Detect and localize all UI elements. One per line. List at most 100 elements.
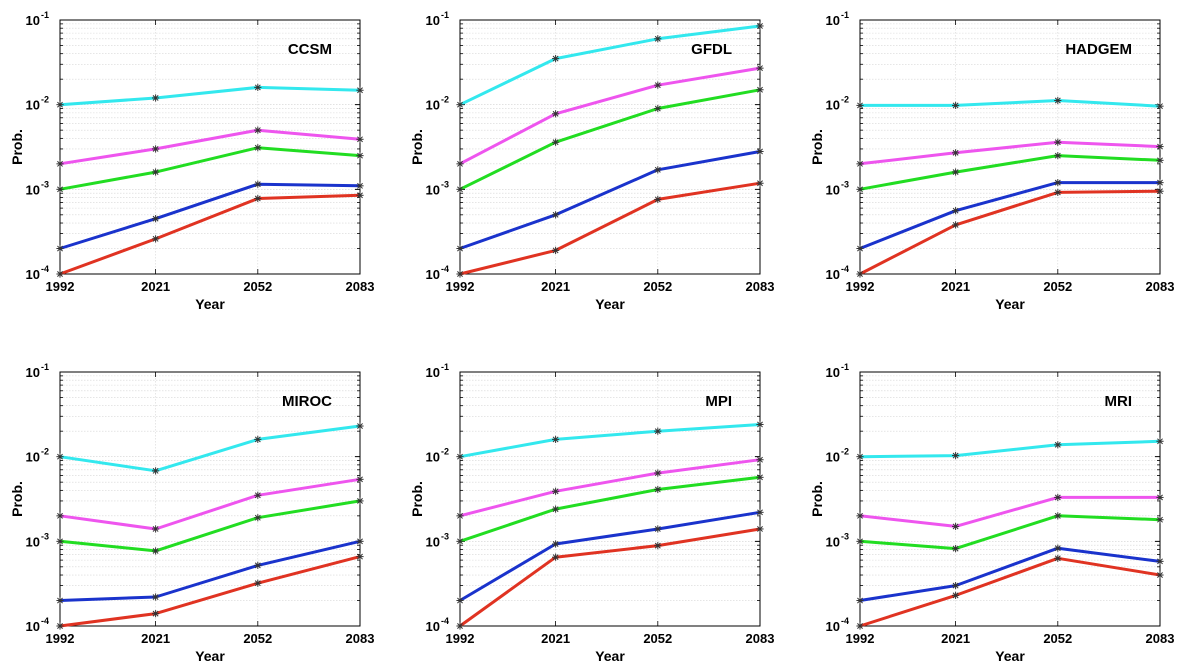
x-tick-label: 2083 [346,631,375,646]
y-tick-exponent: -1 [41,10,49,20]
y-tick-label: 10 [26,365,40,380]
x-axis-label: Year [995,296,1025,312]
y-tick-exponent: -4 [41,616,49,626]
series-line-5 [459,527,761,628]
data-point [152,525,160,533]
y-tick-exponent: -2 [41,95,49,105]
data-point [952,545,960,553]
series-line-5 [59,555,361,628]
data-point [952,451,960,460]
y-tick-exponent: -3 [841,531,849,541]
data-point [856,622,864,630]
y-tick-label: 10 [826,267,840,282]
y-axis-label: Prob. [9,481,25,517]
series-line-1 [459,24,761,107]
y-tick-exponent: -2 [441,95,449,105]
chart-title: CCSM [288,41,332,58]
y-tick-label: 10 [26,619,40,634]
data-point [254,514,262,522]
data-point [552,138,560,146]
series-line-1 [59,424,361,473]
series-line-3 [459,88,761,191]
data-point [1054,138,1062,146]
series-line-5 [859,556,1161,628]
x-tick-label: 2083 [346,279,375,294]
data-point [356,422,364,430]
data-point [952,101,960,110]
data-point [56,453,64,461]
series-line-4 [859,181,1160,250]
data-point [654,525,662,533]
data-point [654,485,662,494]
data-point [952,168,960,176]
data-point [356,537,364,545]
y-tick-label: 10 [426,267,440,282]
data-point [654,542,662,550]
data-point [356,135,364,143]
data-point [756,64,764,72]
data-point [1054,544,1062,552]
y-tick-exponent: -1 [441,10,449,20]
data-point [152,168,160,176]
data-point [356,152,364,160]
data-point [152,145,160,153]
data-point [856,101,864,110]
data-point [952,522,960,531]
series-line-2 [859,140,1161,166]
data-point [952,221,960,229]
data-point [254,144,262,152]
series-line-3 [859,154,1161,191]
y-tick-exponent: -2 [41,447,49,457]
y-tick-label: 10 [26,98,40,113]
series-line-4 [59,539,361,602]
data-point [654,81,662,89]
data-point [552,487,560,495]
series-line-2 [59,128,361,166]
y-tick-label: 10 [426,365,440,380]
series-line-3 [859,514,1161,551]
x-tick-label: 1992 [446,631,475,646]
y-tick-label: 10 [826,534,840,549]
y-tick-label: 10 [426,534,440,549]
x-tick-label: 1992 [446,279,475,294]
series-line-3 [59,146,361,191]
data-point [756,525,764,533]
y-tick-label: 10 [426,182,440,197]
y-axis-label: Prob. [409,129,425,165]
series-line-5 [59,193,361,276]
y-tick-exponent: -3 [441,179,449,189]
y-tick-exponent: -2 [841,447,849,457]
x-tick-label: 2052 [243,631,272,646]
data-point [1054,96,1062,105]
series-line-2 [459,66,761,166]
data-point [856,244,864,253]
x-tick-label: 1992 [846,279,875,294]
data-point [654,469,662,477]
chart-title: MRI [1105,393,1133,410]
y-tick-exponent: -4 [441,264,449,274]
y-tick-exponent: -4 [841,264,849,274]
y-tick-exponent: -1 [441,362,449,372]
data-point [756,179,764,187]
data-point [254,180,262,188]
y-tick-label: 10 [826,365,840,380]
data-point [552,435,560,443]
data-point [456,160,464,168]
data-point [152,467,160,475]
y-tick-label: 10 [26,450,40,465]
data-point [654,166,662,174]
data-point [254,491,262,499]
data-point [56,185,64,193]
data-point [1054,179,1062,187]
x-tick-label: 1992 [46,631,75,646]
data-point [254,83,262,91]
data-point [1156,557,1164,565]
series-line-1 [59,85,361,107]
data-point [856,453,864,461]
data-point [1156,516,1164,524]
data-point [856,512,864,520]
